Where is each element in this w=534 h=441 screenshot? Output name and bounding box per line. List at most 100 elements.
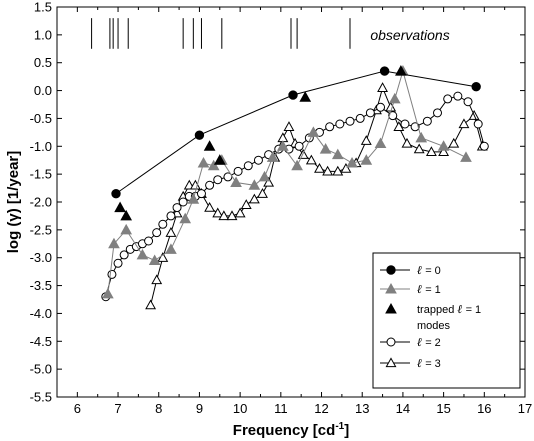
data-point: [331, 148, 344, 160]
data-point: [113, 258, 123, 268]
data-point: [187, 193, 200, 204]
data-point: [166, 211, 176, 221]
data-point: [234, 207, 246, 218]
legend-label: ℓ = 0: [417, 263, 441, 277]
data-point: [425, 146, 437, 157]
data-point: [203, 140, 216, 151]
data-point: [463, 97, 473, 107]
data-point: [360, 135, 372, 145]
x-tick-label: 13: [355, 401, 369, 416]
data-point: [283, 121, 295, 131]
legend-label-line2: modes: [417, 320, 451, 332]
observation-lines: [91, 18, 351, 49]
data-point: [473, 119, 483, 129]
y-tick-label: -0.5: [30, 111, 52, 126]
data-point: [152, 228, 162, 238]
data-point: [120, 209, 133, 221]
legend-entry-3: ℓ = 2: [380, 335, 441, 349]
data-point: [437, 140, 450, 151]
data-point: [197, 156, 210, 168]
data-point: [223, 172, 233, 182]
legend-box: [372, 252, 521, 389]
data-point: [458, 118, 470, 129]
legend-entry-4: ℓ = 3: [380, 356, 441, 370]
data-point: [178, 197, 188, 207]
data-point: [111, 188, 121, 199]
x-tick-label: 17: [518, 401, 532, 416]
legend-suffix: = 2: [422, 337, 441, 349]
series-0: [111, 66, 481, 199]
y-tick-label: -5.0: [30, 362, 52, 377]
data-point: [413, 143, 425, 154]
data-point: [453, 91, 463, 101]
data-point: [136, 248, 149, 260]
data-point: [299, 91, 312, 102]
data-point: [263, 176, 275, 187]
data-point: [204, 201, 216, 212]
y-tick-label: -4.5: [30, 334, 52, 349]
y-tick-label: 0.0: [34, 83, 52, 98]
data-point: [120, 223, 133, 235]
data-point: [119, 250, 129, 260]
y-tick-label: -2.5: [30, 222, 52, 237]
data-point: [379, 66, 390, 76]
legend-prefix: trapped: [417, 304, 457, 316]
data-point: [288, 90, 298, 100]
legend-marker: [385, 282, 397, 294]
data-point: [401, 137, 413, 148]
tick-labels: 6 7 8 9 10 11 12 13 14 15 16 17 -5.5 -5.0 -4.5 -4.0 -3.5…: [30, 0, 533, 416]
data-point: [196, 189, 206, 199]
x-tick-label: 16: [477, 401, 491, 416]
data-point: [205, 180, 215, 190]
series-4: [145, 82, 488, 310]
series-line: [115, 70, 477, 195]
data-point: [388, 111, 398, 121]
series-3: [101, 91, 489, 302]
data-point: [438, 146, 450, 157]
legend-marker: [385, 357, 397, 368]
series-2: [114, 65, 407, 221]
data-point: [277, 140, 289, 151]
series-line: [107, 69, 467, 294]
y-tick-label: 1.0: [34, 27, 52, 42]
legend-suffix: = 1: [463, 304, 482, 316]
data-point: [151, 274, 163, 285]
data-point: [172, 203, 182, 213]
data-point: [346, 156, 358, 168]
data-point: [448, 137, 460, 148]
data-point: [165, 227, 177, 237]
data-point: [165, 243, 177, 254]
data-point: [291, 159, 303, 171]
legend-ell: ℓ: [417, 282, 422, 296]
legend-suffix: = 3: [422, 358, 441, 370]
data-point: [314, 162, 325, 173]
data-point: [400, 119, 410, 129]
legend-label: ℓ = 2: [417, 335, 441, 349]
data-point: [319, 143, 332, 154]
data-point: [307, 126, 320, 137]
data-point: [240, 199, 252, 209]
data-point: [158, 219, 168, 229]
x-tick-label: 9: [196, 401, 203, 416]
data-point: [258, 170, 271, 182]
data-point: [374, 137, 387, 148]
data-point: [365, 108, 375, 118]
data-point: [345, 116, 355, 126]
data-point: [230, 176, 242, 187]
legend-ell: ℓ: [417, 263, 422, 277]
x-tick-label: 10: [233, 401, 247, 416]
x-tick-label: 8: [155, 401, 162, 416]
data-point: [108, 237, 120, 249]
data-point: [145, 299, 157, 310]
data-point: [479, 141, 489, 151]
x-axis-title-main: Frequency [cd: [233, 422, 336, 439]
data-point: [179, 212, 192, 224]
data-point: [213, 154, 226, 165]
legend-label: ℓ = 1: [417, 282, 441, 296]
data-point: [248, 179, 261, 190]
x-axis-title-sup: -1: [335, 421, 344, 432]
y-tick-label: -1.0: [30, 139, 52, 154]
data-point: [218, 210, 230, 221]
legend-marker: [385, 302, 397, 314]
